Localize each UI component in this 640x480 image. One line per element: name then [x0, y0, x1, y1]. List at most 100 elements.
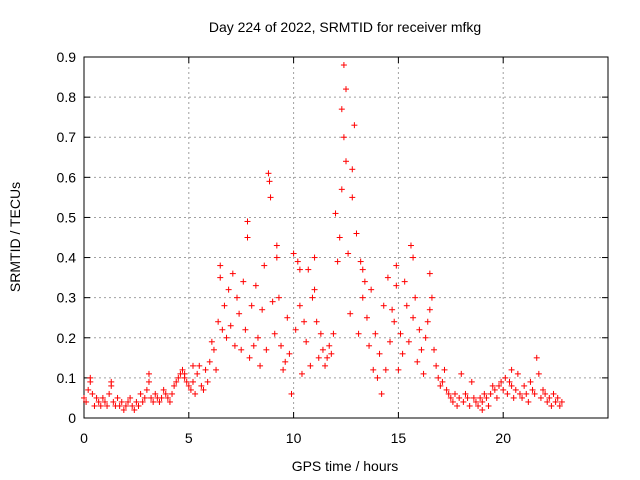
data-point — [366, 342, 373, 349]
data-point — [347, 310, 354, 317]
data-point — [508, 382, 515, 389]
data-point — [361, 278, 368, 285]
data-point — [431, 346, 438, 353]
data-point — [284, 314, 291, 321]
data-point — [301, 318, 308, 325]
data-point — [319, 346, 326, 353]
data-point — [370, 366, 377, 373]
data-point — [213, 366, 220, 373]
data-point — [349, 194, 356, 201]
data-point — [118, 398, 125, 405]
data-point — [275, 294, 282, 301]
data-point — [336, 234, 343, 241]
data-point — [217, 274, 224, 281]
data-point — [401, 278, 408, 285]
y-tick-label: 0.3 — [57, 290, 77, 306]
chart-title: Day 224 of 2022, SRMTID for receiver mfk… — [209, 19, 481, 35]
data-point — [479, 398, 486, 405]
data-point — [343, 158, 349, 165]
data-point — [91, 402, 98, 409]
data-point — [504, 390, 511, 397]
data-point — [558, 398, 565, 405]
data-point — [246, 354, 253, 361]
data-point — [101, 398, 108, 405]
data-point — [252, 282, 259, 289]
data-point — [267, 194, 274, 201]
data-point — [210, 346, 217, 353]
data-point — [81, 394, 87, 401]
data-point — [376, 350, 383, 357]
data-point — [206, 358, 213, 365]
data-point — [407, 242, 414, 249]
data-point — [152, 390, 159, 397]
data-point — [162, 390, 169, 397]
data-point — [305, 266, 312, 273]
plot-frame — [83, 56, 609, 419]
data-point — [290, 250, 297, 257]
data-point — [338, 106, 345, 113]
data-point — [122, 402, 129, 409]
data-point — [198, 382, 205, 389]
data-point — [441, 366, 448, 373]
data-point — [131, 406, 138, 413]
axis-ticks: 0 0.1 0.2 0.3 0.4 0.5 0.6 0.7 0.8 0.9 0 5 10 15 20 — [57, 49, 608, 446]
x-tick-label: 20 — [495, 430, 511, 446]
data-point — [397, 330, 404, 337]
data-point — [355, 330, 362, 337]
data-point — [519, 394, 526, 401]
data-point — [248, 302, 255, 309]
data-point — [286, 350, 293, 357]
data-point — [460, 398, 467, 405]
data-point — [234, 294, 241, 301]
data-point — [548, 402, 555, 409]
data-point — [315, 354, 322, 361]
y-axis-label: SRMTID / TECUs — [7, 182, 23, 292]
data-point — [95, 398, 102, 405]
data-point — [150, 398, 157, 405]
data-point — [97, 402, 104, 409]
data-point — [244, 218, 251, 225]
data-point — [521, 382, 528, 389]
data-point — [236, 310, 243, 317]
data-point — [156, 398, 163, 405]
data-point — [359, 294, 366, 301]
data-point — [148, 394, 155, 401]
data-point — [338, 186, 345, 193]
data-point — [87, 374, 94, 381]
data-point — [164, 394, 171, 401]
data-point — [208, 338, 215, 345]
data-point — [269, 298, 276, 305]
data-point — [313, 318, 320, 325]
data-point — [527, 378, 534, 385]
data-point — [470, 394, 477, 401]
data-point — [296, 302, 303, 309]
data-point — [456, 394, 463, 401]
data-point — [266, 178, 273, 185]
data-point — [531, 390, 538, 397]
data-point — [179, 366, 186, 373]
data-point — [535, 370, 542, 377]
data-point — [391, 318, 398, 325]
data-point — [309, 294, 316, 301]
y-tick-label: 0.1 — [57, 370, 77, 386]
data-point — [368, 286, 375, 293]
data-point — [351, 122, 358, 129]
data-point — [169, 390, 176, 397]
data-point — [145, 378, 152, 385]
x-axis-label: GPS time / hours — [292, 458, 399, 474]
data-point — [410, 254, 417, 261]
data-point — [261, 262, 268, 269]
data-point — [278, 342, 285, 349]
data-point — [183, 378, 190, 385]
data-point — [227, 322, 234, 329]
data-point — [137, 390, 144, 397]
data-point — [512, 386, 519, 393]
x-tick-label: 15 — [391, 430, 407, 446]
data-point — [116, 402, 123, 409]
data-point — [332, 210, 339, 217]
data-point — [422, 334, 429, 341]
data-point — [273, 242, 280, 249]
grid-lines — [84, 57, 608, 418]
data-point — [389, 306, 396, 313]
data-point — [556, 402, 563, 409]
